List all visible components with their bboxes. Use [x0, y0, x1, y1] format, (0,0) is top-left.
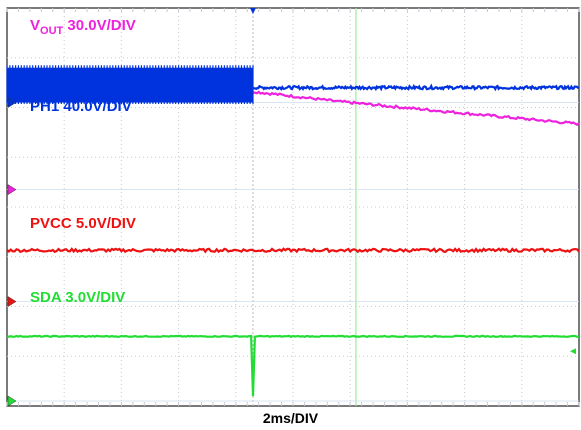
- channel-labels: VOUT 30.0V/DIV PH1 40.0V/DIV PVCC 5.0V/D…: [30, 17, 136, 306]
- cursors: [7, 8, 579, 406]
- vout-ground-marker: [7, 184, 17, 196]
- vout-label: VOUT 30.0V/DIV: [30, 17, 136, 37]
- sda-trigger-level-marker: [570, 348, 576, 355]
- ground-markers: [7, 97, 576, 407]
- grid: [6, 8, 580, 406]
- sda-label: SDA 3.0V/DIV: [30, 289, 125, 306]
- traces: [6, 65, 580, 397]
- pvcc-label: PVCC 5.0V/DIV: [30, 215, 136, 232]
- ph1-label: PH1 40.0V/DIV: [30, 98, 132, 115]
- sda-trace: [6, 334, 579, 397]
- sda-ground-marker: [7, 395, 17, 407]
- pvcc-ground-marker: [7, 296, 17, 307]
- trigger-marker: [249, 8, 256, 14]
- ph1-ground-marker: [7, 97, 17, 108]
- ph1-trace: [252, 83, 580, 92]
- ph1-switching-edges: [6, 65, 254, 105]
- pvcc-trace: [6, 247, 580, 254]
- x-axis-label: 2ms/DIV: [262, 410, 319, 426]
